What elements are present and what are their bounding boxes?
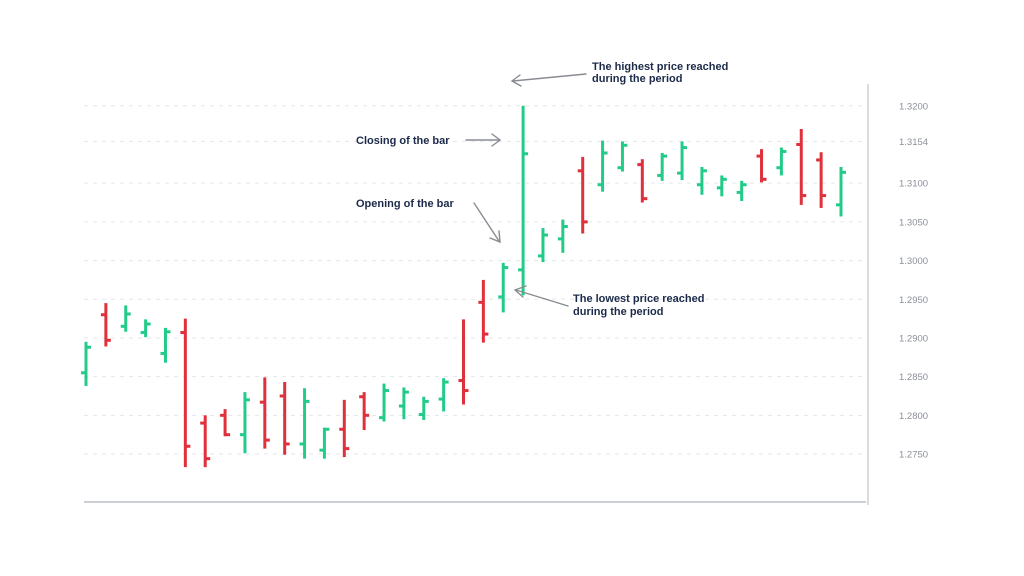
annotation-high-line1: The highest price reached [592,61,728,73]
axes [84,84,869,505]
ohlc-bar [398,387,409,420]
ohlc-bar [518,105,529,296]
ohlc-bar [716,175,727,197]
y-tick-labels: 1.3200 1.3154 1.3100 1.3050 1.3000 1.2950 1.29… [899,101,928,460]
ohlc-bar [796,129,807,205]
annotation-open-label: Opening of the bar [356,198,454,210]
y-tick-label: 1.2900 [899,333,928,344]
annotation-low-line1: The lowest price reached [573,293,704,305]
y-tick-label: 1.3050 [899,217,928,228]
ohlc-bar [756,149,767,183]
annotations: The highest price reached during the per… [356,61,728,318]
ohlc-bar [140,319,151,338]
ohlc-bar [81,341,91,386]
ohlc-bar [418,396,429,420]
y-tick-label: 1.2800 [899,411,928,422]
y-tick-label: 1.3000 [899,256,928,267]
y-tick-label: 1.3200 [899,101,928,112]
annotation-low-arrow [513,285,569,307]
grid-lines [84,105,866,455]
annotation-low-line2: during the period [573,306,663,318]
ohlc-bar [438,378,449,412]
ohlc-bar [279,382,290,455]
ohlc-bar [379,383,390,422]
ohlc-bar [160,327,171,363]
ohlc-bar [259,377,270,449]
ohlc-bar [736,180,747,201]
annotation-close-arrow [465,133,502,147]
ohlc-bar [120,305,131,332]
y-tick-label: 1.3154 [899,137,928,148]
ohlc-bar [359,392,370,431]
ohlc-bar [657,153,668,181]
ohlc-bar [239,392,250,454]
ohlc-bar [200,415,211,468]
ohlc-bar [776,147,787,176]
ohlc-bar [537,228,548,263]
annotation-high-arrow [510,73,587,87]
price-bars [81,105,846,468]
ohlc-bar [816,152,827,208]
ohlc-bar [339,399,350,458]
ohlc-bar [180,318,191,468]
ohlc-bar [577,156,588,234]
ohlc-bar [637,159,648,203]
y-tick-label: 1.2750 [899,450,928,461]
ohlc-bar [100,303,111,347]
ohlc-bar [836,166,846,217]
ohlc-bar [220,409,231,437]
ohlc-bar [498,262,509,313]
ohlc-bar [299,388,310,459]
annotation-close-label: Closing of the bar [356,135,450,147]
annotation-open-arrow [473,202,501,244]
ohlc-bar [557,219,568,253]
y-tick-label: 1.2950 [899,295,928,306]
ohlc-bar [597,140,608,192]
ohlc-bar [696,166,707,195]
ohlc-bar [458,319,469,405]
ohlc-bar [617,141,628,172]
y-tick-label: 1.2850 [899,372,928,383]
ohlc-bar [478,279,489,343]
y-tick-label: 1.3100 [899,179,928,190]
ohlc-bar [319,427,330,459]
ohlc-bar [677,141,688,181]
annotation-high-line2: during the period [592,73,682,85]
